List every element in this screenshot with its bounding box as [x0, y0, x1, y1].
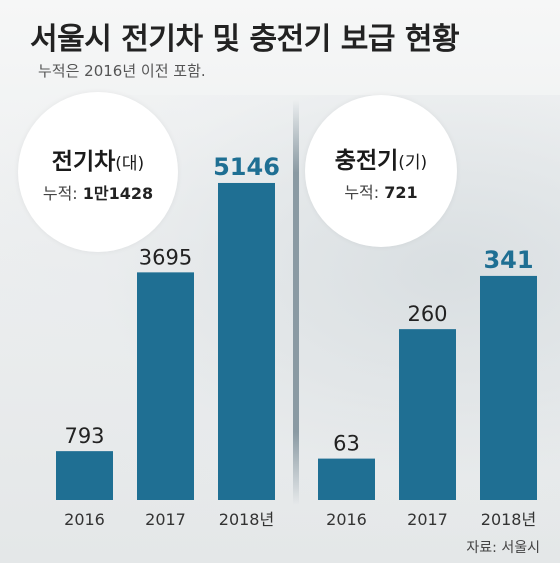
charger-title: 충전기 [334, 148, 399, 174]
chart-electric-vehicles: 793 2016 3695 2017 5146 2018년 [56, 153, 280, 529]
ev-value-label-0: 793 [64, 424, 104, 448]
ev-bar-1 [137, 272, 194, 500]
panel-divider [293, 100, 299, 505]
page-title: 서울시 전기차 및 충전기 보급 현황 [30, 22, 460, 57]
ev-cumulative-value: 1만1428 [82, 184, 154, 203]
charger-cumulative: 누적: 721 [305, 179, 457, 203]
ev-title: 전기차 [51, 149, 116, 175]
ev-category-label-1: 2017 [145, 510, 186, 529]
charger-bar-2 [480, 275, 537, 500]
ev-category-label-2: 2018년 [219, 510, 274, 529]
charger-unit: (기) [398, 153, 428, 173]
ev-unit: (대) [115, 154, 145, 174]
charger-heading: 충전기(기) [305, 141, 457, 175]
chart-chargers: 63 2016 260 2017 341 2018년 [318, 246, 537, 529]
charger-category-label-0: 2016 [326, 510, 367, 529]
charger-cumulative-value: 721 [384, 183, 418, 202]
charger-value-label-2: 341 [483, 246, 533, 274]
ev-cumulative-label: 누적: [42, 184, 83, 203]
charger-category-label-1: 2017 [407, 510, 448, 529]
ev-category-label-0: 2016 [64, 510, 105, 529]
charger-value-label-1: 260 [407, 302, 447, 326]
page-subtitle: 누적은 2016년 이전 포함. [38, 62, 206, 80]
charger-bar-0 [318, 458, 375, 500]
charger-summary-bubble: 충전기(기) 누적: 721 [305, 95, 457, 247]
ev-summary-bubble: 전기차(대) 누적: 1만1428 [18, 92, 178, 252]
charger-bar-1 [399, 329, 456, 500]
source-note: 자료: 서울시 [466, 540, 540, 556]
ev-heading: 전기차(대) [18, 142, 178, 176]
ev-bar-2 [218, 182, 275, 500]
ev-value-label-2: 5146 [213, 153, 280, 181]
ev-value-label-1: 3695 [139, 245, 192, 269]
ev-bar-0 [56, 451, 113, 500]
ev-cumulative: 누적: 1만1428 [18, 180, 178, 204]
charger-value-label-0: 63 [333, 432, 360, 456]
charger-category-label-2: 2018년 [481, 510, 536, 529]
charger-cumulative-label: 누적: [344, 183, 385, 202]
